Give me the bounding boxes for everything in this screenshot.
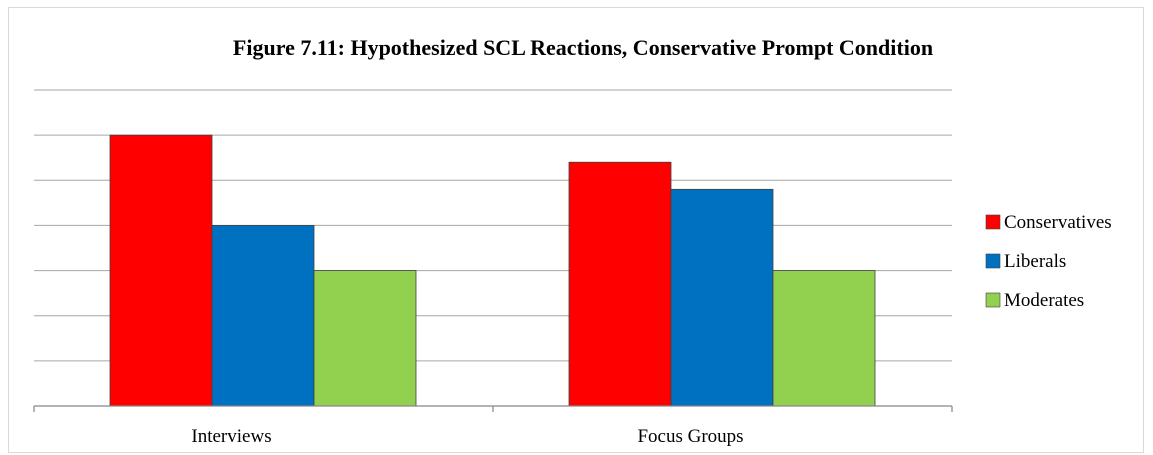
category-label: Focus Groups	[637, 426, 743, 447]
legend-label-moderates: Moderates	[1004, 290, 1084, 311]
legend-swatch-liberals	[985, 253, 1001, 269]
legend-swatch-moderates	[985, 292, 1001, 308]
category-label: Interviews	[191, 426, 271, 447]
category-labels: Interviews Focus Groups	[191, 426, 743, 447]
x-axis	[33, 405, 953, 412]
bar-conservatives-focus-groups	[568, 161, 672, 407]
bar-liberals-interviews	[211, 225, 315, 407]
bar-conservatives-interviews	[109, 134, 213, 407]
bar-liberals-focus-groups	[670, 188, 774, 407]
legend-swatch-conservatives	[985, 214, 1001, 230]
chart-title: Figure 7.11: Hypothesized SCL Reactions,…	[233, 35, 933, 60]
legend-label-conservatives: Conservatives	[1004, 212, 1112, 233]
bar-moderates-focus-groups	[772, 270, 876, 407]
bar-moderates-interviews	[313, 270, 417, 407]
bars	[109, 134, 876, 407]
legend: Conservatives Liberals Moderates	[985, 212, 1112, 311]
legend-label-liberals: Liberals	[1004, 251, 1066, 272]
